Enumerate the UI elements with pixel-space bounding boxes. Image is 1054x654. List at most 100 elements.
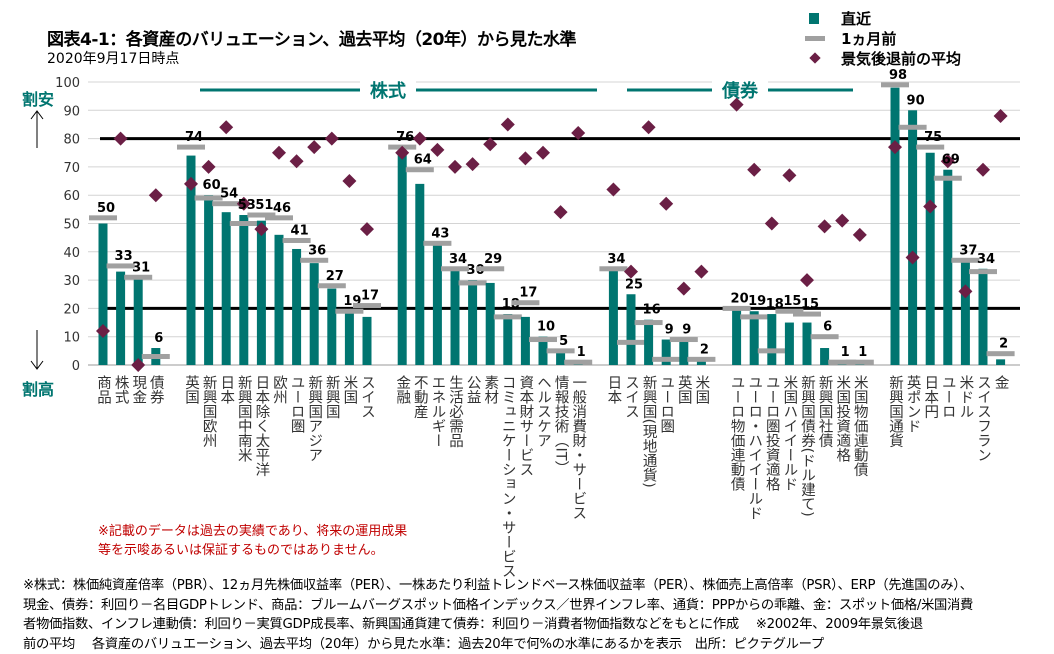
section-stocks: 株式	[200, 78, 597, 102]
bar-current	[661, 339, 671, 365]
section-bonds: 債券	[627, 78, 853, 102]
legend-swatch-prev	[805, 35, 825, 41]
marker-avg	[395, 145, 410, 160]
data-label: 2	[700, 342, 709, 357]
y-tick-label: 90	[63, 104, 80, 119]
bar-current	[292, 248, 302, 365]
data-label: 33	[115, 249, 133, 264]
marker-prev	[335, 308, 364, 314]
x-tick-label: 米国物価連動債	[852, 375, 868, 477]
bar-current	[133, 277, 143, 365]
y-tick-label: 100	[55, 76, 80, 91]
marker-prev	[669, 337, 698, 343]
marker-prev	[986, 351, 1015, 357]
legend-swatch-current	[809, 12, 819, 24]
data-label: 36	[308, 243, 326, 258]
bar-current	[98, 223, 108, 365]
marker-avg	[465, 157, 480, 172]
marker-avg	[412, 131, 427, 146]
y-tick-label: 70	[63, 161, 80, 176]
marker-avg	[324, 131, 339, 146]
marker-prev	[106, 263, 135, 269]
legend-label: 1ヵ月前	[841, 29, 897, 48]
marker-avg	[888, 140, 902, 155]
marker-prev	[265, 215, 293, 221]
marker-avg	[219, 120, 234, 135]
bar-current	[644, 319, 654, 365]
x-tick-label: 素材	[482, 375, 498, 405]
marker-prev	[282, 237, 311, 243]
marker-prev	[775, 308, 804, 314]
x-tick-label: ユーロ	[940, 375, 956, 419]
marker-avg	[342, 174, 357, 189]
data-label: 60	[203, 178, 221, 193]
data-label: 1	[858, 345, 867, 360]
marker-avg	[430, 142, 445, 157]
x-tick-label: 資本財サービス	[517, 375, 533, 477]
data-label: 29	[484, 252, 502, 267]
footnote-line: 前の平均 各資産のバリュエーション、過去平均（20年）から見た水準：過去20年で…	[23, 636, 824, 652]
marker-prev	[229, 221, 258, 226]
bar-current	[186, 155, 196, 365]
bar-current	[538, 336, 548, 365]
x-tick-label: ユーロ圏	[658, 375, 674, 433]
x-tick-label: 金	[993, 375, 1009, 390]
marker-prev	[529, 337, 557, 343]
marker-avg	[694, 264, 709, 279]
x-tick-label: 不動産	[412, 375, 428, 420]
bar-current	[221, 212, 231, 365]
data-label: 76	[396, 130, 414, 145]
x-tick-label: 新興国	[324, 375, 340, 419]
data-label: 5	[559, 334, 568, 349]
legend-item-current: 直近	[805, 8, 961, 28]
data-label: 46	[273, 201, 291, 216]
data-label: 10	[537, 320, 555, 335]
marker-avg	[113, 131, 128, 146]
y-tick-label: 10	[63, 331, 80, 346]
marker-prev	[124, 274, 153, 280]
marker-prev	[722, 305, 751, 311]
marker-avg	[148, 188, 163, 203]
x-tick-label: 生活必需品	[447, 375, 463, 448]
x-tick-label: 英国	[183, 374, 199, 405]
x-tick-label: 株式	[113, 375, 129, 405]
marker-avg	[518, 151, 533, 166]
x-tick-label: 日本円	[922, 375, 938, 420]
legend: 直近 1ヵ月前 景気後退前の平均	[805, 8, 961, 68]
marker-avg	[131, 358, 146, 372]
marker-avg	[201, 159, 216, 174]
expensive-label: 割高	[22, 380, 55, 399]
data-label: 19	[748, 294, 766, 309]
bar-current	[925, 152, 935, 365]
bar-current	[397, 149, 407, 365]
marker-prev	[441, 266, 469, 272]
marker-avg	[307, 140, 322, 155]
marker-prev	[898, 124, 927, 130]
bar-current	[256, 220, 266, 365]
legend-label: 景気後退前の平均	[841, 49, 962, 68]
y-tick-label: 20	[63, 302, 80, 317]
marker-avg	[254, 222, 269, 237]
x-tick-label: 欧州	[271, 375, 287, 405]
x-tick-label: 商品	[95, 375, 111, 405]
y-tick-label: 40	[63, 246, 80, 261]
marker-avg	[835, 213, 850, 228]
marker-avg	[360, 222, 374, 237]
marker-prev	[423, 240, 452, 246]
bar-current	[344, 311, 354, 365]
y-tick-label: 80	[63, 133, 80, 148]
marker-prev	[405, 167, 434, 173]
x-tick-label: エネルギー	[429, 375, 445, 448]
data-label: 54	[220, 187, 238, 202]
data-label: 74	[185, 130, 203, 145]
section-label-bonds: 債券	[721, 80, 759, 102]
marker-prev	[845, 359, 874, 365]
data-label: 17	[361, 289, 379, 304]
note-line: ※記載のデータは過去の実績であり、将来の運用成果	[98, 524, 408, 539]
marker-avg	[536, 145, 550, 160]
bar-current	[996, 359, 1006, 365]
marker-prev	[493, 314, 522, 320]
footnote-line: 現金、債券：利回り－名目GDPトレンド、商品：ブルームバーグスポット価格インデッ…	[23, 597, 974, 613]
marker-avg	[659, 196, 674, 211]
